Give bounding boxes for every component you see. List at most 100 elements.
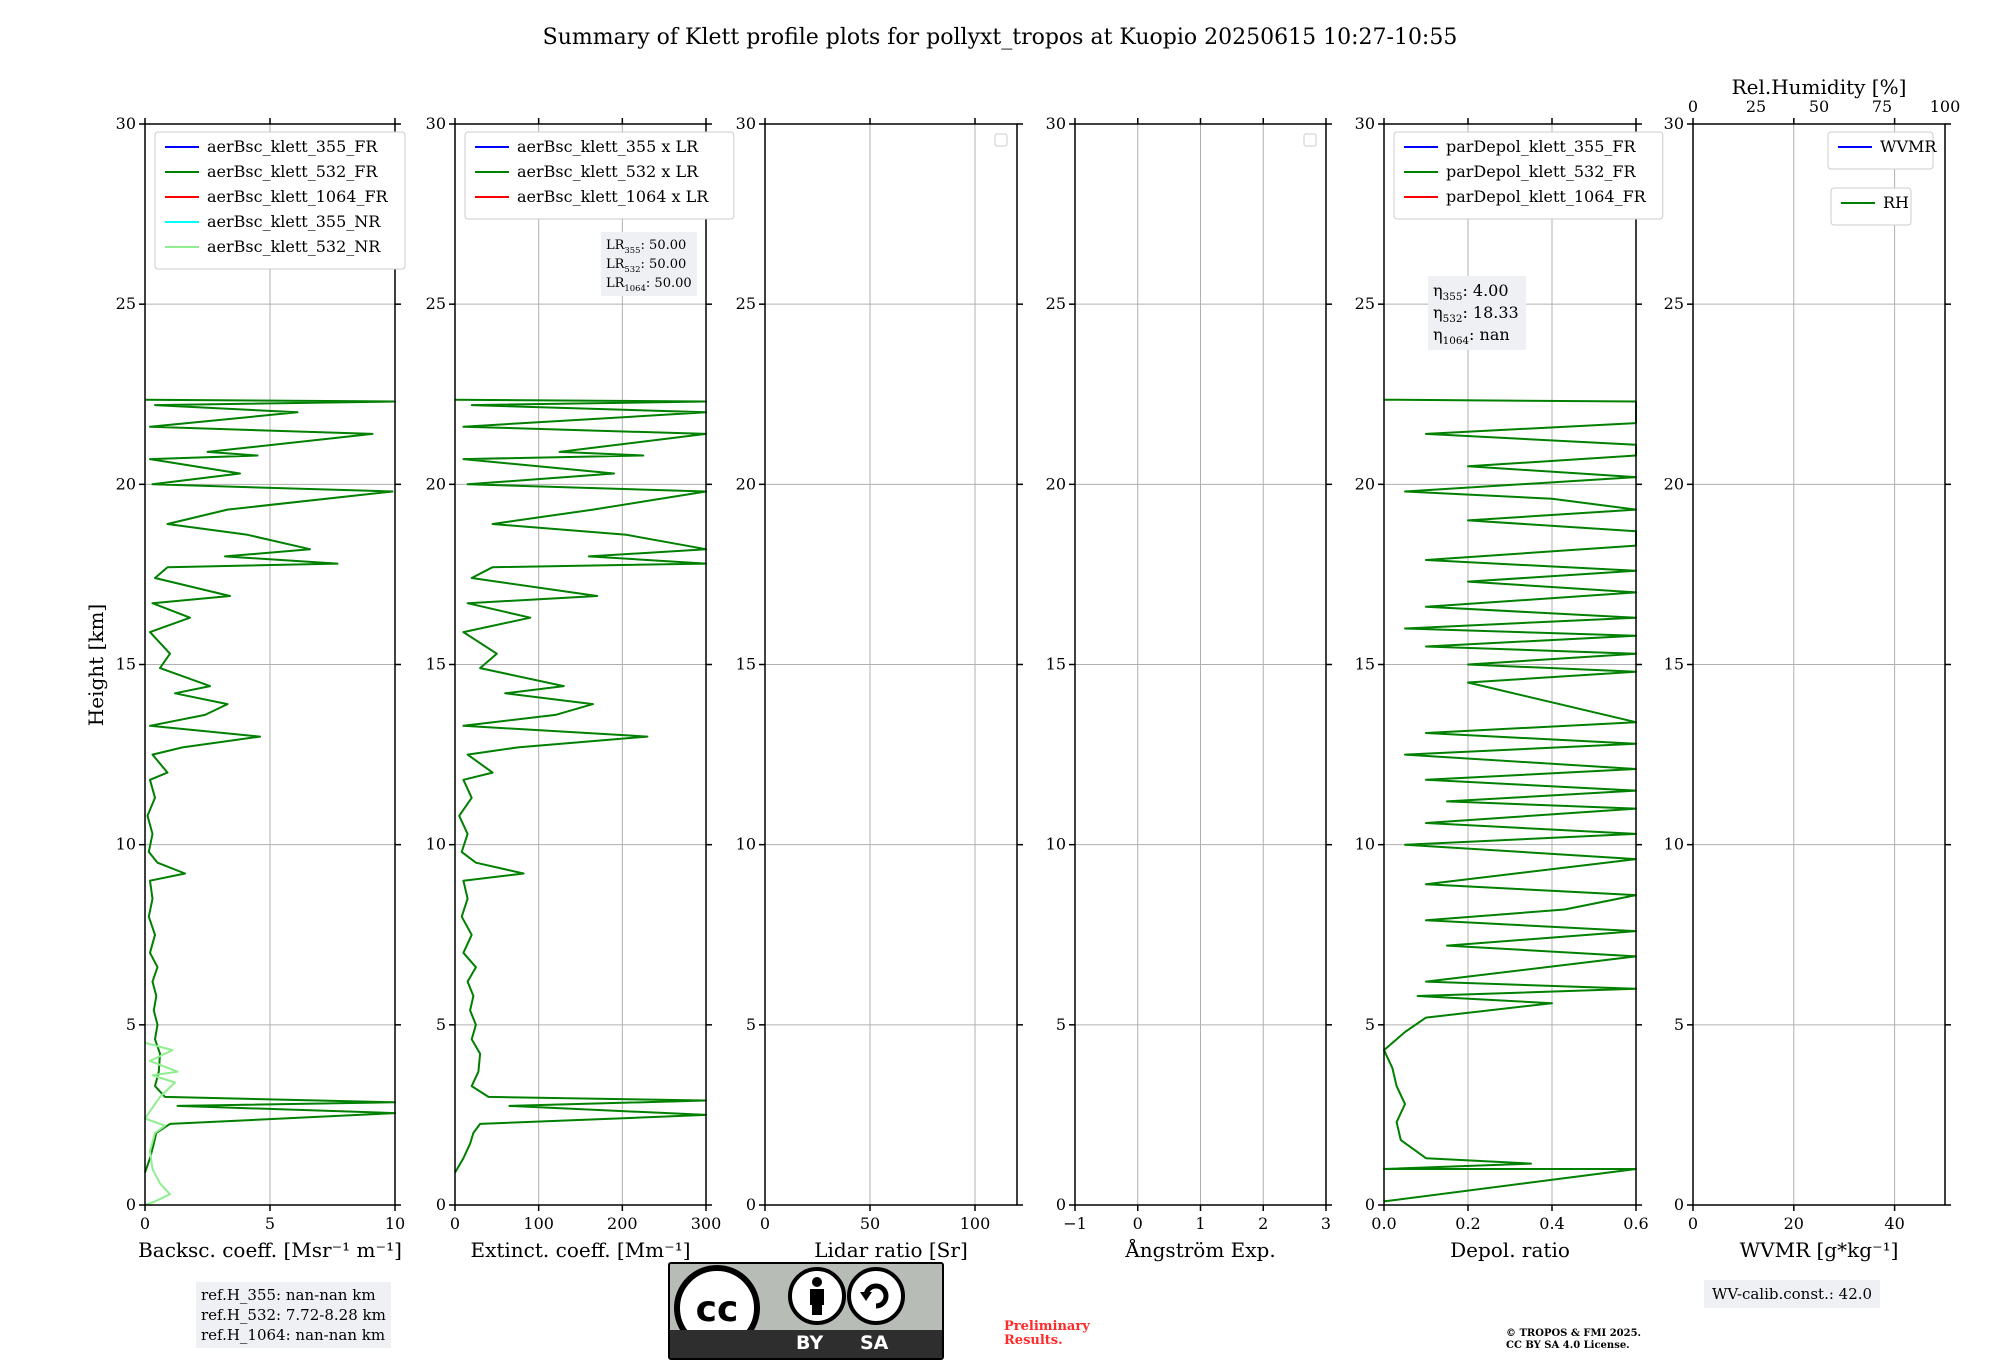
copyright-note: © TROPOS & FMI 2025. CC BY SA 4.0 Licens… (1506, 1328, 1641, 1352)
panel-bsc-legend-label-4: aerBsc_klett_532_NR (207, 237, 381, 256)
panel-ext-x-tick-label-1: 100 (523, 1214, 554, 1233)
panel-ext-legend-label-1: aerBsc_klett_532 x LR (517, 162, 699, 181)
panel-dep-y-tick-label-5: 25 (1355, 294, 1375, 313)
ref-h-532: ref.H_532: 7.72-8.28 km (201, 1306, 386, 1324)
figure-title: Summary of Klett profile plots for polly… (543, 25, 1458, 50)
panel-bsc-x-tick-label-1: 5 (265, 1214, 275, 1233)
panel-ang-x-tick-label-1: 0 (1133, 1214, 1143, 1233)
panel-ang-y-tick-label-5: 25 (1046, 294, 1066, 313)
panel-bsc-legend-label-3: aerBsc_klett_355_NR (207, 212, 381, 231)
panel-wv-x-tick-label-2: 40 (1884, 1214, 1904, 1233)
panel-wv-legend2-label-0: RH (1883, 193, 1909, 212)
panel-ext-y-tick-label-6: 30 (426, 114, 446, 133)
panel-wv-y-tick-label-2: 10 (1664, 835, 1684, 854)
panel-ext-x-tick-label-3: 300 (691, 1214, 722, 1233)
panel-bsc-x-tick-label-2: 10 (385, 1214, 405, 1233)
panel-bsc-x-label: Backsc. coeff. [Msr⁻¹ m⁻¹] (138, 1238, 402, 1262)
panel-ang-x-tick-label-2: 1 (1195, 1214, 1205, 1233)
panel-ext-legend-box (464, 131, 735, 220)
panel-ext-x-label: Extinct. coeff. [Mm⁻¹] (470, 1238, 690, 1262)
panel-ext-legend-label-0: aerBsc_klett_355 x LR (517, 137, 699, 156)
panel-lr-y-tick-label-2: 10 (736, 835, 756, 854)
panel-dep-x-tick-label-0: 0.0 (1371, 1214, 1396, 1233)
panel-wv-legend2-box (1830, 187, 1912, 226)
cc-license-badge: cc BY SA (668, 1262, 944, 1360)
panel-wv-y-tick-label-4: 20 (1664, 474, 1684, 493)
panel-bsc-y-tick-label-3: 15 (116, 655, 136, 674)
svg-text:cc: cc (696, 1289, 739, 1330)
panel-ang-y-tick-label-6: 30 (1046, 114, 1066, 133)
cc-badge-graphic: cc (674, 1265, 905, 1351)
panel-dep-y-tick-label-6: 30 (1355, 114, 1375, 133)
cc-by-label: BY (796, 1332, 824, 1354)
panel-ext-y-tick-label-1: 5 (436, 1015, 446, 1034)
panel-wv-top-tick-label-3: 75 (1872, 97, 1892, 116)
preliminary-note: Preliminary Results. (1004, 1320, 1090, 1348)
panel-bsc-legend-label-1: aerBsc_klett_532_FR (207, 162, 378, 181)
wv-calib-note: WV-calib.const.: 42.0 (1704, 1280, 1881, 1308)
panel-ext-x-tick-label-0: 0 (450, 1214, 460, 1233)
panel-wv-y-tick-label-1: 5 (1674, 1015, 1684, 1034)
panel-dep-x-tick-label-1: 0.2 (1455, 1214, 1480, 1233)
panel-bsc-x-tick-label-0: 0 (140, 1214, 150, 1233)
panel-dep-series-0-line (1383, 398, 1637, 1203)
panel-ang-y-tick-label-3: 15 (1046, 655, 1066, 674)
panel-ext-note-line-2: LR1064: 50.00 (606, 276, 692, 293)
panel-bsc-y-tick-label-0: 0 (126, 1195, 136, 1214)
panel-bsc-legend-label-0: aerBsc_klett_355_FR (207, 137, 378, 156)
cc-sa-label: SA (860, 1332, 889, 1354)
panel-bsc-y-tick-label-2: 10 (116, 835, 136, 854)
panel-dep-note-line-2: η1064: nan (1433, 325, 1510, 347)
panel-wv-y-tick-label-5: 25 (1664, 294, 1684, 313)
panel-lr-y-tick-label-4: 20 (736, 474, 756, 493)
panel-ang-y-tick-label-0: 0 (1056, 1195, 1066, 1214)
panel-dep-x-tick-label-3: 0.6 (1623, 1214, 1648, 1233)
panel-lr-empty-legend (994, 133, 1008, 147)
panel-wv-legend-label-0: WVMR (1880, 137, 1937, 156)
panel-ext-note-box (601, 232, 697, 296)
panel-wv-top-tick-label-2: 50 (1809, 97, 1829, 116)
panel-dep-note-line-0: η355: 4.00 (1433, 281, 1509, 303)
panel-bsc-series-0-line (144, 398, 396, 1173)
panel-lr-x-tick-label-0: 0 (760, 1214, 770, 1233)
panel-bsc-series-1-line (144, 1041, 179, 1206)
panel-dep-legend-box (1393, 131, 1664, 220)
copyright-line-1: © TROPOS & FMI 2025. (1506, 1328, 1642, 1339)
panel-dep-x-tick-label-2: 0.4 (1539, 1214, 1564, 1233)
panel-wv-y-tick-label-6: 30 (1664, 114, 1684, 133)
panel-dep-legend-label-1: parDepol_klett_532_FR (1446, 162, 1637, 181)
panel-lr-x-label: Lidar ratio [Sr] (814, 1238, 968, 1262)
panel-lr-y-tick-label-6: 30 (736, 114, 756, 133)
panel-wv-top-x-label: Rel.Humidity [%] (1732, 75, 1907, 99)
panel-ext-legend-label-2: aerBsc_klett_1064 x LR (517, 187, 709, 206)
panel-lr-y-tick-label-3: 15 (736, 655, 756, 674)
panel-bsc-y-tick-label-1: 5 (126, 1015, 136, 1034)
panel-wv-y-tick-label-0: 0 (1674, 1195, 1684, 1214)
panel-wv-x-tick-label-0: 0 (1688, 1214, 1698, 1233)
panel-ext-y-tick-label-4: 20 (426, 474, 446, 493)
copyright-line-2: CC BY SA 4.0 License. (1506, 1340, 1630, 1351)
panel-ext-series-0-line (454, 398, 707, 1174)
panel-bsc-y-tick-label-4: 20 (116, 474, 136, 493)
reference-height-note: ref.H_355: nan-nan km ref.H_532: 7.72-8.… (196, 1282, 391, 1348)
ref-h-355: ref.H_355: nan-nan km (201, 1286, 376, 1304)
panel-lr-y-tick-label-1: 5 (746, 1015, 756, 1034)
panel-ang-x-tick-label-0: −1 (1063, 1214, 1087, 1233)
panel-dep-y-tick-label-2: 10 (1355, 835, 1375, 854)
panel-ang-y-tick-label-2: 10 (1046, 835, 1066, 854)
panel-dep-y-tick-label-0: 0 (1365, 1195, 1375, 1214)
panel-ext-note-line-0: LR355: 50.00 (606, 238, 686, 255)
panel-dep-x-label: Depol. ratio (1450, 1238, 1570, 1262)
panel-wv-top-tick-label-1: 25 (1746, 97, 1766, 116)
panel-dep-legend-label-2: parDepol_klett_1064_FR (1446, 187, 1647, 206)
cc-bar (670, 1330, 942, 1358)
panel-lr-x-tick-label-1: 50 (860, 1214, 880, 1233)
panel-wv-x-tick-label-1: 20 (1784, 1214, 1804, 1233)
panel-lr-x-tick-label-2: 100 (960, 1214, 991, 1233)
ref-h-1064: ref.H_1064: nan-nan km (201, 1326, 386, 1344)
panel-wv-legend-box (1827, 131, 1934, 170)
panel-dep-legend-label-0: parDepol_klett_355_FR (1446, 137, 1637, 156)
panel-ang-x-tick-label-3: 2 (1258, 1214, 1268, 1233)
